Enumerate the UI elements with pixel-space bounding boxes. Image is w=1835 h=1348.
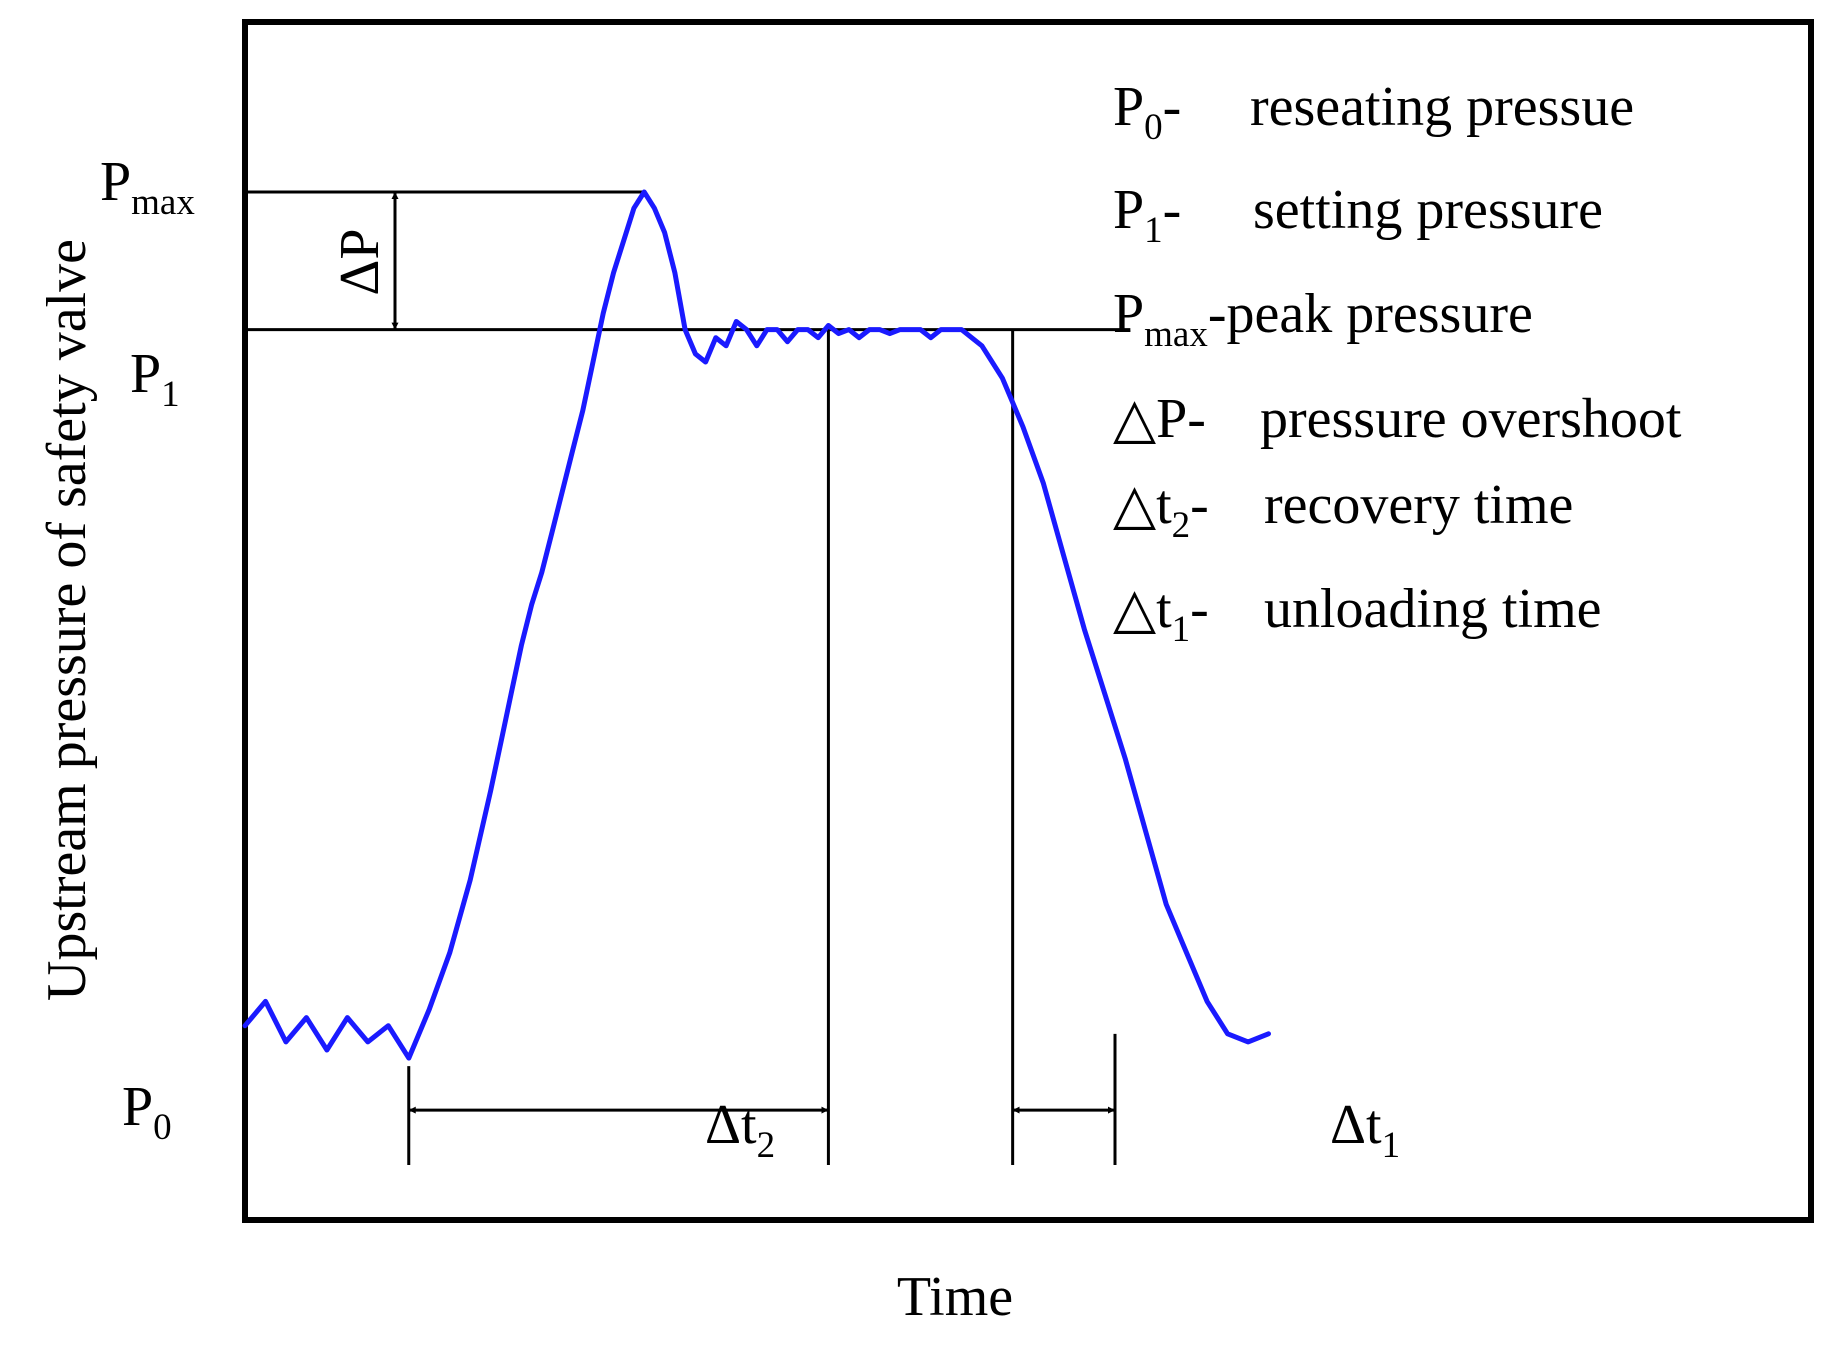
- legend-entry: Pmax-peak pressure: [1113, 283, 1533, 355]
- label-delta-p: ΔP: [329, 228, 391, 295]
- dimension-arrows: [391, 191, 1115, 1114]
- label-delta-t2: Δt2: [705, 1094, 775, 1166]
- plot-frame: [242, 19, 1814, 1223]
- x-axis-title: Time: [897, 1266, 1013, 1328]
- legend-entry: △P-pressure overshoot: [1113, 388, 1682, 450]
- legend-entry: △t2- recovery time: [1113, 474, 1573, 546]
- label-p-max: Pmax: [100, 151, 195, 223]
- y-axis-title: Upstream pressure of safety valve: [36, 239, 98, 1001]
- marker-lines: [407, 329, 1117, 1165]
- legend-entry: P0- reseating pressue: [1113, 76, 1634, 148]
- legend-entry: P1- setting pressure: [1113, 179, 1603, 251]
- legend: P0- reseating pressue P1- setting pressure…: [1113, 76, 1682, 650]
- label-p0: P0: [122, 1076, 172, 1148]
- label-delta-t1: Δt1: [1330, 1094, 1400, 1166]
- label-p1: P1: [130, 343, 180, 415]
- series-line-upstream-pressure: [242, 189, 1271, 1061]
- legend-entry: △t1- unloading time: [1113, 578, 1602, 650]
